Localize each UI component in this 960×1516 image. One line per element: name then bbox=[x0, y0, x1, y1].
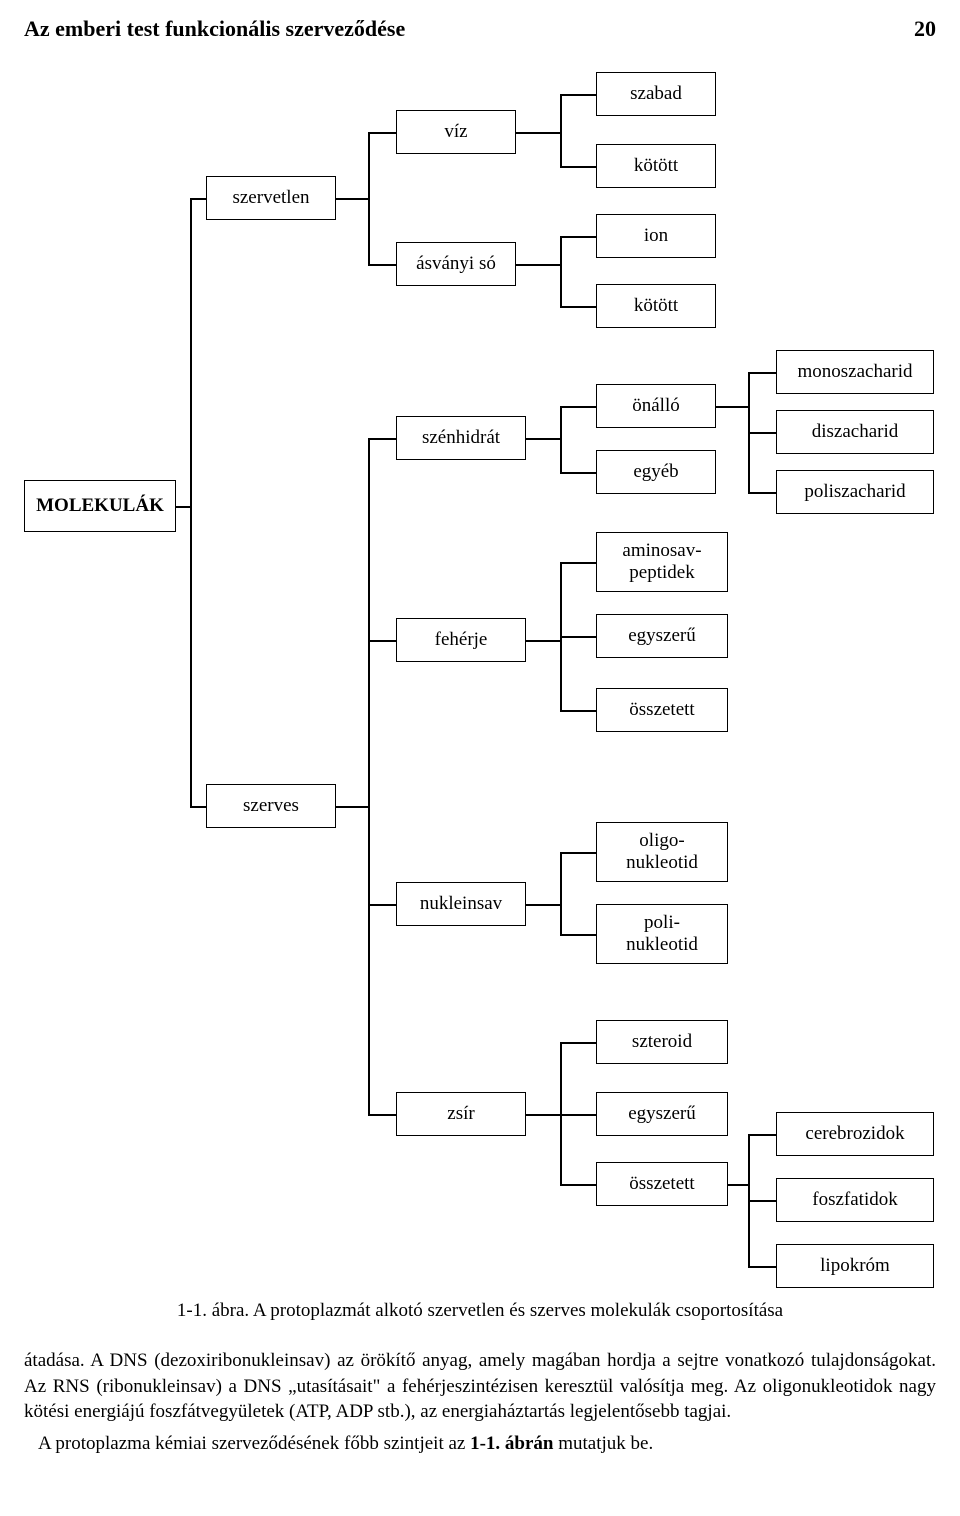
node-viz: víz bbox=[396, 110, 516, 154]
node-szteroid: szteroid bbox=[596, 1020, 728, 1064]
connector-h bbox=[336, 806, 368, 808]
connector-h bbox=[560, 562, 596, 564]
connector-h bbox=[368, 904, 396, 906]
node-egyszeru2: egyszerű bbox=[596, 1092, 728, 1136]
p2-part-a: A protoplazma kémiai szerveződésének főb… bbox=[38, 1433, 470, 1454]
connector-h bbox=[526, 1114, 560, 1116]
connector-h bbox=[368, 132, 396, 134]
node-root: MOLEKULÁK bbox=[24, 480, 176, 532]
connector-h bbox=[336, 198, 368, 200]
page-number: 20 bbox=[914, 16, 936, 42]
node-oligonuk: oligo- nukleotid bbox=[596, 822, 728, 882]
connector-h bbox=[560, 306, 596, 308]
node-polinuk: poli- nukleotid bbox=[596, 904, 728, 964]
connector-v bbox=[368, 132, 370, 264]
node-polisz: poliszacharid bbox=[776, 470, 934, 514]
connector-h bbox=[748, 432, 776, 434]
page-header: Az emberi test funkcionális szerveződése… bbox=[24, 16, 936, 42]
p2-part-b: 1-1. ábrán bbox=[470, 1433, 553, 1454]
connector-h bbox=[560, 852, 596, 854]
connector-h bbox=[728, 1184, 748, 1186]
connector-h bbox=[368, 640, 396, 642]
connector-v bbox=[560, 94, 562, 166]
connector-h bbox=[748, 492, 776, 494]
connector-h bbox=[560, 472, 596, 474]
connector-h bbox=[190, 198, 206, 200]
connector-h bbox=[516, 132, 560, 134]
node-egyeb: egyéb bbox=[596, 450, 716, 494]
node-cerebroz: cerebrozidok bbox=[776, 1112, 934, 1156]
node-kotott1: kötött bbox=[596, 144, 716, 188]
connector-h bbox=[560, 236, 596, 238]
node-nukleinsav: nukleinsav bbox=[396, 882, 526, 926]
body-paragraphs: átadása. A DNS (dezoxiribonukleinsav) az… bbox=[24, 1348, 936, 1457]
molecule-tree-diagram: MOLEKULÁK szervetlen szerves víz ásványi só s… bbox=[24, 52, 936, 1292]
connector-h bbox=[560, 934, 596, 936]
connector-h bbox=[560, 1114, 596, 1116]
node-onallo: önálló bbox=[596, 384, 716, 428]
node-aminosav: aminosav- peptidek bbox=[596, 532, 728, 592]
node-szabad: szabad bbox=[596, 72, 716, 116]
figure-caption: 1-1. ábra. A protoplazmát alkotó szervet… bbox=[24, 1300, 936, 1322]
node-asvanyiso: ásványi só bbox=[396, 242, 516, 286]
p2-part-c: mutatjuk be. bbox=[554, 1433, 654, 1454]
node-kotott2: kötött bbox=[596, 284, 716, 328]
connector-h bbox=[368, 264, 396, 266]
connector-h bbox=[368, 1114, 396, 1116]
paragraph-1: átadása. A DNS (dezoxiribonukleinsav) az… bbox=[24, 1348, 936, 1425]
connector-h bbox=[516, 264, 560, 266]
node-feherje: fehérje bbox=[396, 618, 526, 662]
node-szervetlen: szervetlen bbox=[206, 176, 336, 220]
connector-h bbox=[526, 904, 560, 906]
connector-v bbox=[368, 438, 370, 1114]
connector-h bbox=[748, 372, 776, 374]
connector-h bbox=[560, 636, 596, 638]
connector-h bbox=[748, 1266, 776, 1268]
node-szerves: szerves bbox=[206, 784, 336, 828]
connector-h bbox=[560, 94, 596, 96]
figure-number: 1-1. ábra. bbox=[177, 1300, 249, 1321]
connector-v bbox=[190, 198, 192, 806]
node-szenhidrat: szénhidrát bbox=[396, 416, 526, 460]
connector-v bbox=[560, 406, 562, 472]
connector-h bbox=[560, 710, 596, 712]
connector-v bbox=[560, 236, 562, 306]
connector-h bbox=[368, 438, 396, 440]
connector-h bbox=[748, 1134, 776, 1136]
connector-h bbox=[526, 438, 560, 440]
connector-h bbox=[190, 806, 206, 808]
node-egyszeru1: egyszerű bbox=[596, 614, 728, 658]
paragraph-2: A protoplazma kémiai szerveződésének főb… bbox=[24, 1431, 936, 1457]
connector-h bbox=[560, 406, 596, 408]
node-osszetett2: összetett bbox=[596, 1162, 728, 1206]
node-disz: diszacharid bbox=[776, 410, 934, 454]
connector-h bbox=[748, 1200, 776, 1202]
node-foszfat: foszfatidok bbox=[776, 1178, 934, 1222]
figure-title: A protoplazmát alkotó szervetlen és szer… bbox=[253, 1300, 783, 1321]
node-lipokrom: lipokróm bbox=[776, 1244, 934, 1288]
connector-v bbox=[560, 852, 562, 934]
node-osszetett1: összetett bbox=[596, 688, 728, 732]
page-title: Az emberi test funkcionális szerveződése bbox=[24, 16, 405, 42]
node-ion: ion bbox=[596, 214, 716, 258]
node-monosz: monoszacharid bbox=[776, 350, 934, 394]
connector-h bbox=[560, 1042, 596, 1044]
connector-h bbox=[526, 640, 560, 642]
connector-h bbox=[560, 1184, 596, 1186]
connector-h bbox=[716, 406, 748, 408]
connector-v bbox=[560, 1042, 562, 1184]
connector-h bbox=[560, 166, 596, 168]
connector-h bbox=[176, 506, 190, 508]
node-zsir: zsír bbox=[396, 1092, 526, 1136]
